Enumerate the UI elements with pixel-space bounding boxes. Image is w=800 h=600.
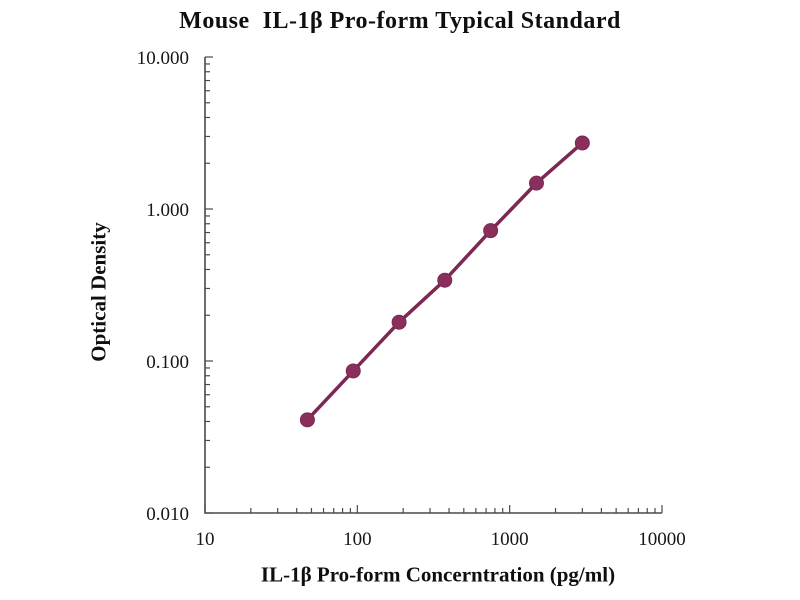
- chart-title: Mouse IL-1β Pro-form Typical Standard: [179, 8, 621, 34]
- y-tick-label: 0.100: [146, 352, 189, 373]
- data-point-marker: [574, 135, 590, 151]
- x-axis-title: IL-1β Pro-form Concerntration (pg/ml): [260, 562, 616, 587]
- y-tick-label: 1.000: [146, 200, 189, 221]
- data-point-marker: [299, 412, 315, 428]
- data-point-marker: [345, 363, 361, 379]
- data-point-marker: [391, 314, 407, 330]
- y-tick-label: 10.000: [137, 48, 189, 69]
- x-tick-label: 100: [343, 529, 372, 550]
- x-tick-label: 10000: [638, 529, 686, 550]
- data-point-marker: [483, 223, 499, 239]
- axes-lines: [204, 57, 662, 514]
- x-tick-label: 10: [196, 529, 215, 550]
- y-tick-label: 0.010: [146, 504, 189, 525]
- x-tick-label: 1000: [491, 529, 529, 550]
- data-point-marker: [528, 175, 544, 191]
- data-point-marker: [437, 272, 453, 288]
